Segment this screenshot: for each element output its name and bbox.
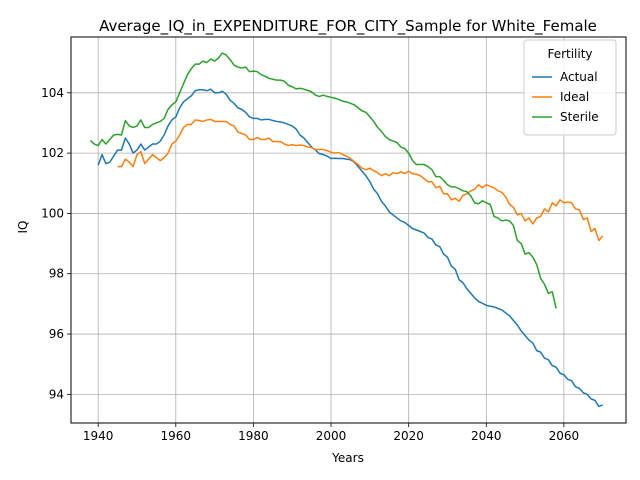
y-tick-label: 96 — [49, 327, 64, 341]
y-tick-label: 94 — [49, 387, 64, 401]
y-axis-ticks: 94 96 98 100 102 104 — [41, 86, 71, 401]
legend-label-sterile: Sterile — [560, 110, 599, 124]
y-tick-label: 102 — [41, 146, 64, 160]
legend-label-ideal: Ideal — [560, 90, 589, 104]
legend-box — [523, 39, 617, 136]
x-tick-label: 2000 — [316, 429, 347, 443]
series-line-sterile — [89, 52, 557, 309]
x-axis-ticks: 1940 1960 1980 2000 2020 2040 2060 — [83, 423, 579, 443]
x-axis-label: Years — [331, 451, 364, 465]
y-tick-label: 104 — [41, 86, 64, 100]
y-tick-label: 98 — [49, 267, 64, 281]
x-tick-label: 2040 — [471, 429, 502, 443]
plot-frame — [70, 36, 627, 424]
x-tick-label: 1940 — [83, 429, 114, 443]
x-tick-label: 2020 — [393, 429, 424, 443]
series-line-ideal — [117, 118, 604, 242]
legend-title: Fertility — [547, 47, 592, 61]
legend-entries: Actual Ideal Sterile — [532, 70, 599, 124]
y-axis-label: IQ — [16, 221, 30, 234]
plot-series — [89, 52, 604, 408]
x-tick-label: 1960 — [161, 429, 192, 443]
chart-title: Average_IQ_in_EXPENDITURE_FOR_CITY_Sampl… — [99, 17, 597, 36]
x-tick-label: 2060 — [549, 429, 580, 443]
legend: Fertility Actual Ideal Sterile — [523, 39, 617, 136]
legend-label-actual: Actual — [560, 70, 598, 84]
y-tick-label: 100 — [41, 206, 64, 220]
x-tick-label: 1980 — [238, 429, 269, 443]
series-line-actual — [97, 88, 603, 408]
grid-lines — [71, 37, 626, 423]
